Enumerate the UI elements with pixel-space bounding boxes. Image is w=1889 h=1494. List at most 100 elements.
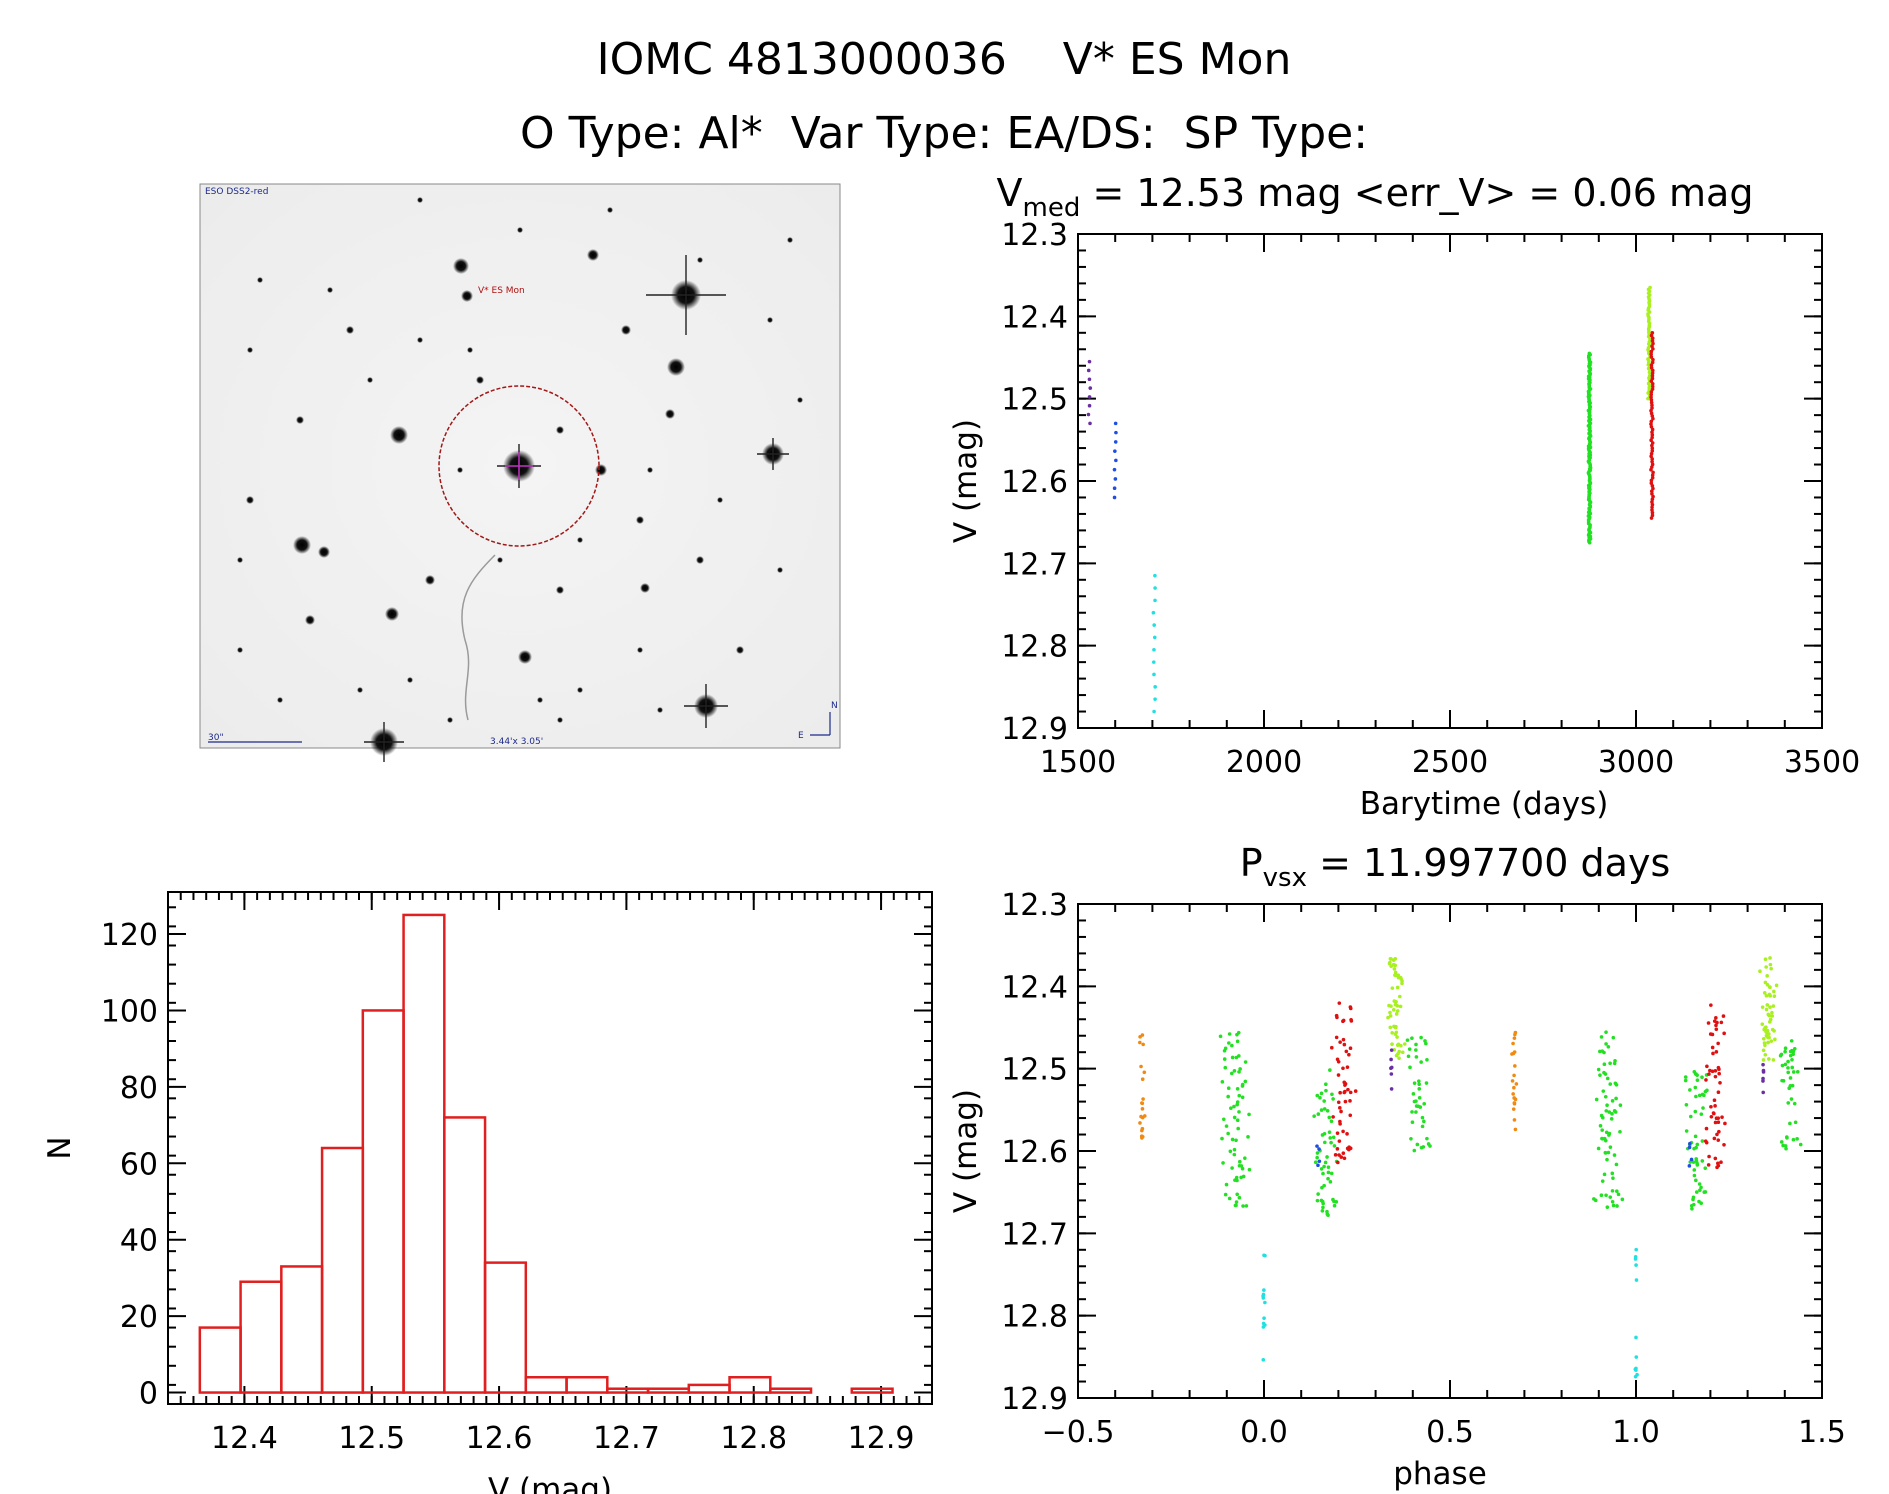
phased-point [1220, 1080, 1225, 1084]
phased-point [1761, 1076, 1765, 1081]
phased-point [1603, 1072, 1608, 1076]
phased-xtick-label: 0.5 [1426, 1415, 1474, 1450]
phased-point [1237, 1070, 1241, 1074]
phased-point [1140, 1136, 1144, 1140]
phased-point [1323, 1160, 1328, 1165]
phased-point [1334, 1013, 1339, 1018]
phased-point [1761, 1048, 1766, 1053]
lightcurve-point [1649, 438, 1653, 442]
histogram-xtick-label: 12.9 [848, 1421, 915, 1456]
finder-star [556, 586, 564, 594]
phased-point [1393, 1002, 1398, 1007]
phased-point [1232, 1104, 1236, 1109]
phased-point [1329, 1119, 1334, 1124]
lightcurve-point [1650, 475, 1655, 480]
lightcurve-point [1113, 477, 1118, 481]
phased-point [1709, 1003, 1713, 1007]
finder-star [246, 496, 254, 504]
finder-star [657, 707, 663, 713]
lightcurve-point [1114, 430, 1118, 435]
phased-point [1230, 1166, 1234, 1170]
phased-point [1600, 1136, 1605, 1141]
phased-point [1343, 1099, 1348, 1104]
phased-point [1247, 1167, 1252, 1172]
phased-point [1788, 1076, 1793, 1080]
phased-point [1389, 1057, 1393, 1062]
phased-point [1139, 1064, 1143, 1069]
phased-point [1336, 1160, 1340, 1165]
lightcurve-point [1651, 470, 1655, 475]
phased-point [1604, 1193, 1608, 1198]
finder-star [457, 467, 463, 473]
finder-star [647, 467, 653, 473]
lightcurve-ytick-label: 12.7 [1001, 547, 1068, 582]
phased-point [1634, 1355, 1639, 1359]
phased-point [1411, 1092, 1416, 1096]
phased-point [1773, 1037, 1777, 1042]
phased-point [1235, 1192, 1240, 1197]
phased-point [1335, 1147, 1340, 1151]
finder-star [447, 717, 453, 723]
phased-point [1424, 1041, 1428, 1046]
phased-point [1322, 1164, 1326, 1169]
phased-point [1237, 1093, 1242, 1098]
lightcurve-ytick-label: 12.5 [1001, 383, 1068, 418]
phased-point [1227, 1196, 1232, 1201]
finder-trail [461, 554, 496, 721]
phased-point [1230, 1055, 1235, 1060]
phased-point [1763, 1053, 1768, 1057]
histogram-plot: 12.4 12.5 12.6 12.7 12.8 12.9020406080100120 … [42, 891, 933, 1494]
phased-point [1414, 1055, 1419, 1059]
histogram-bar [728, 1376, 772, 1394]
phased-point [1389, 1065, 1394, 1070]
lightcurve-point [1113, 440, 1118, 444]
phased-point [1420, 1124, 1425, 1129]
lightcurve-point [1651, 494, 1655, 499]
phased-point [1226, 1094, 1230, 1099]
phased-point [1232, 1115, 1237, 1120]
phased-ytick-label: 12.9 [1001, 1382, 1068, 1417]
phased-point [1781, 1143, 1785, 1148]
phased-point [1341, 1019, 1345, 1024]
phased-point [1141, 1097, 1145, 1101]
phased-point [1791, 1070, 1796, 1074]
phased-point [1787, 1086, 1792, 1091]
lightcurve-point [1651, 416, 1655, 421]
histogram-axes: 12.4 12.5 12.6 12.7 12.8 12.9 0 20 40 60 80 100 120 [101, 892, 933, 1456]
phased-point [1698, 1188, 1702, 1192]
phased-point [1234, 1200, 1239, 1204]
phased-point [1424, 1081, 1429, 1085]
phased-point [1687, 1145, 1692, 1150]
phased-point [1232, 1147, 1237, 1152]
phased-point [1319, 1108, 1324, 1112]
phased-point [1261, 1358, 1266, 1362]
phased-point [1513, 1127, 1518, 1132]
phased-point [1410, 1110, 1414, 1114]
phased-point [1714, 1023, 1718, 1028]
lightcurve-point [1153, 685, 1157, 689]
phased-point [1605, 1157, 1609, 1162]
phased-point [1693, 1134, 1698, 1139]
phased-point [1390, 986, 1395, 990]
phased-point [1761, 1058, 1766, 1062]
phased-point [1336, 1073, 1341, 1077]
lightcurve-point [1649, 333, 1654, 338]
phased-xlabel: phase [1393, 1456, 1487, 1492]
finder-star [367, 377, 373, 383]
compass-e: E [798, 731, 804, 741]
phased-point [1328, 1180, 1333, 1184]
phased-point [1722, 1142, 1726, 1147]
phased-point [1348, 1099, 1352, 1103]
phased-point [1224, 1124, 1229, 1128]
phased-point [1598, 1073, 1602, 1077]
phased-point [1691, 1160, 1696, 1164]
phased-point [1770, 1010, 1774, 1015]
histogram-bar [402, 913, 446, 1394]
lightcurve-point [1650, 368, 1655, 373]
phased-point [1764, 1007, 1769, 1012]
histogram-xtick-label: 12.6 [466, 1421, 533, 1456]
finder-star [237, 557, 243, 563]
phased-point [1770, 1014, 1775, 1018]
phased-point [1512, 1085, 1516, 1090]
phased-point [1593, 1198, 1598, 1203]
